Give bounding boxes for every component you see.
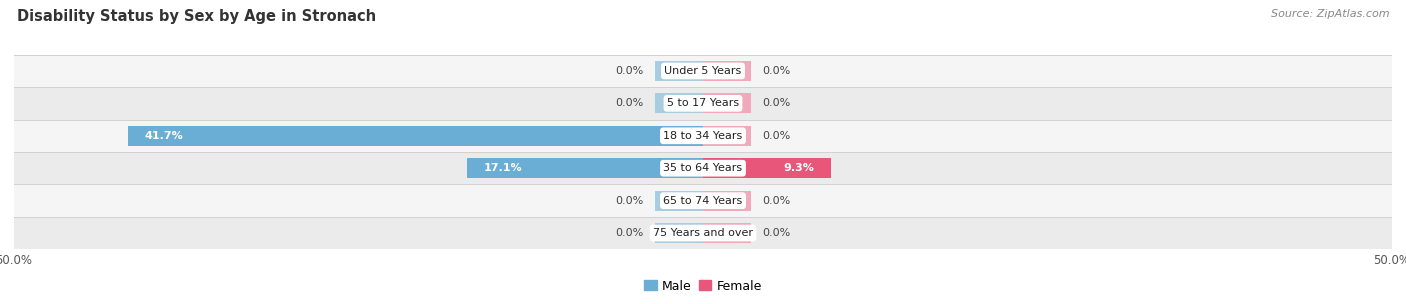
Text: 0.0%: 0.0%: [616, 66, 644, 76]
Text: Source: ZipAtlas.com: Source: ZipAtlas.com: [1271, 9, 1389, 19]
Bar: [703, 93, 751, 113]
Bar: [655, 93, 703, 113]
Text: 0.0%: 0.0%: [762, 66, 790, 76]
Text: 9.3%: 9.3%: [783, 163, 814, 173]
Bar: [703, 223, 751, 243]
Bar: [655, 223, 703, 243]
Text: 0.0%: 0.0%: [616, 228, 644, 238]
Text: 0.0%: 0.0%: [762, 98, 790, 108]
Text: 65 to 74 Years: 65 to 74 Years: [664, 196, 742, 206]
Bar: [655, 191, 703, 211]
Bar: [14, 217, 1392, 249]
Text: 75 Years and over: 75 Years and over: [652, 228, 754, 238]
Text: 35 to 64 Years: 35 to 64 Years: [664, 163, 742, 173]
Bar: [14, 55, 1392, 87]
Bar: [703, 126, 751, 146]
Bar: [655, 61, 703, 81]
Text: 0.0%: 0.0%: [762, 196, 790, 206]
Bar: [14, 185, 1392, 217]
Bar: [703, 191, 751, 211]
Bar: [14, 87, 1392, 119]
Bar: [14, 119, 1392, 152]
Text: 0.0%: 0.0%: [616, 196, 644, 206]
Text: 17.1%: 17.1%: [484, 163, 523, 173]
Bar: [703, 158, 831, 178]
Text: 0.0%: 0.0%: [762, 228, 790, 238]
Text: Under 5 Years: Under 5 Years: [665, 66, 741, 76]
Text: 0.0%: 0.0%: [762, 131, 790, 141]
Bar: [14, 152, 1392, 185]
Bar: [128, 126, 703, 146]
Bar: [467, 158, 703, 178]
Bar: [703, 61, 751, 81]
Text: 0.0%: 0.0%: [616, 98, 644, 108]
Text: Disability Status by Sex by Age in Stronach: Disability Status by Sex by Age in Stron…: [17, 9, 375, 24]
Text: 18 to 34 Years: 18 to 34 Years: [664, 131, 742, 141]
Legend: Male, Female: Male, Female: [640, 275, 766, 298]
Text: 5 to 17 Years: 5 to 17 Years: [666, 98, 740, 108]
Text: 41.7%: 41.7%: [145, 131, 184, 141]
